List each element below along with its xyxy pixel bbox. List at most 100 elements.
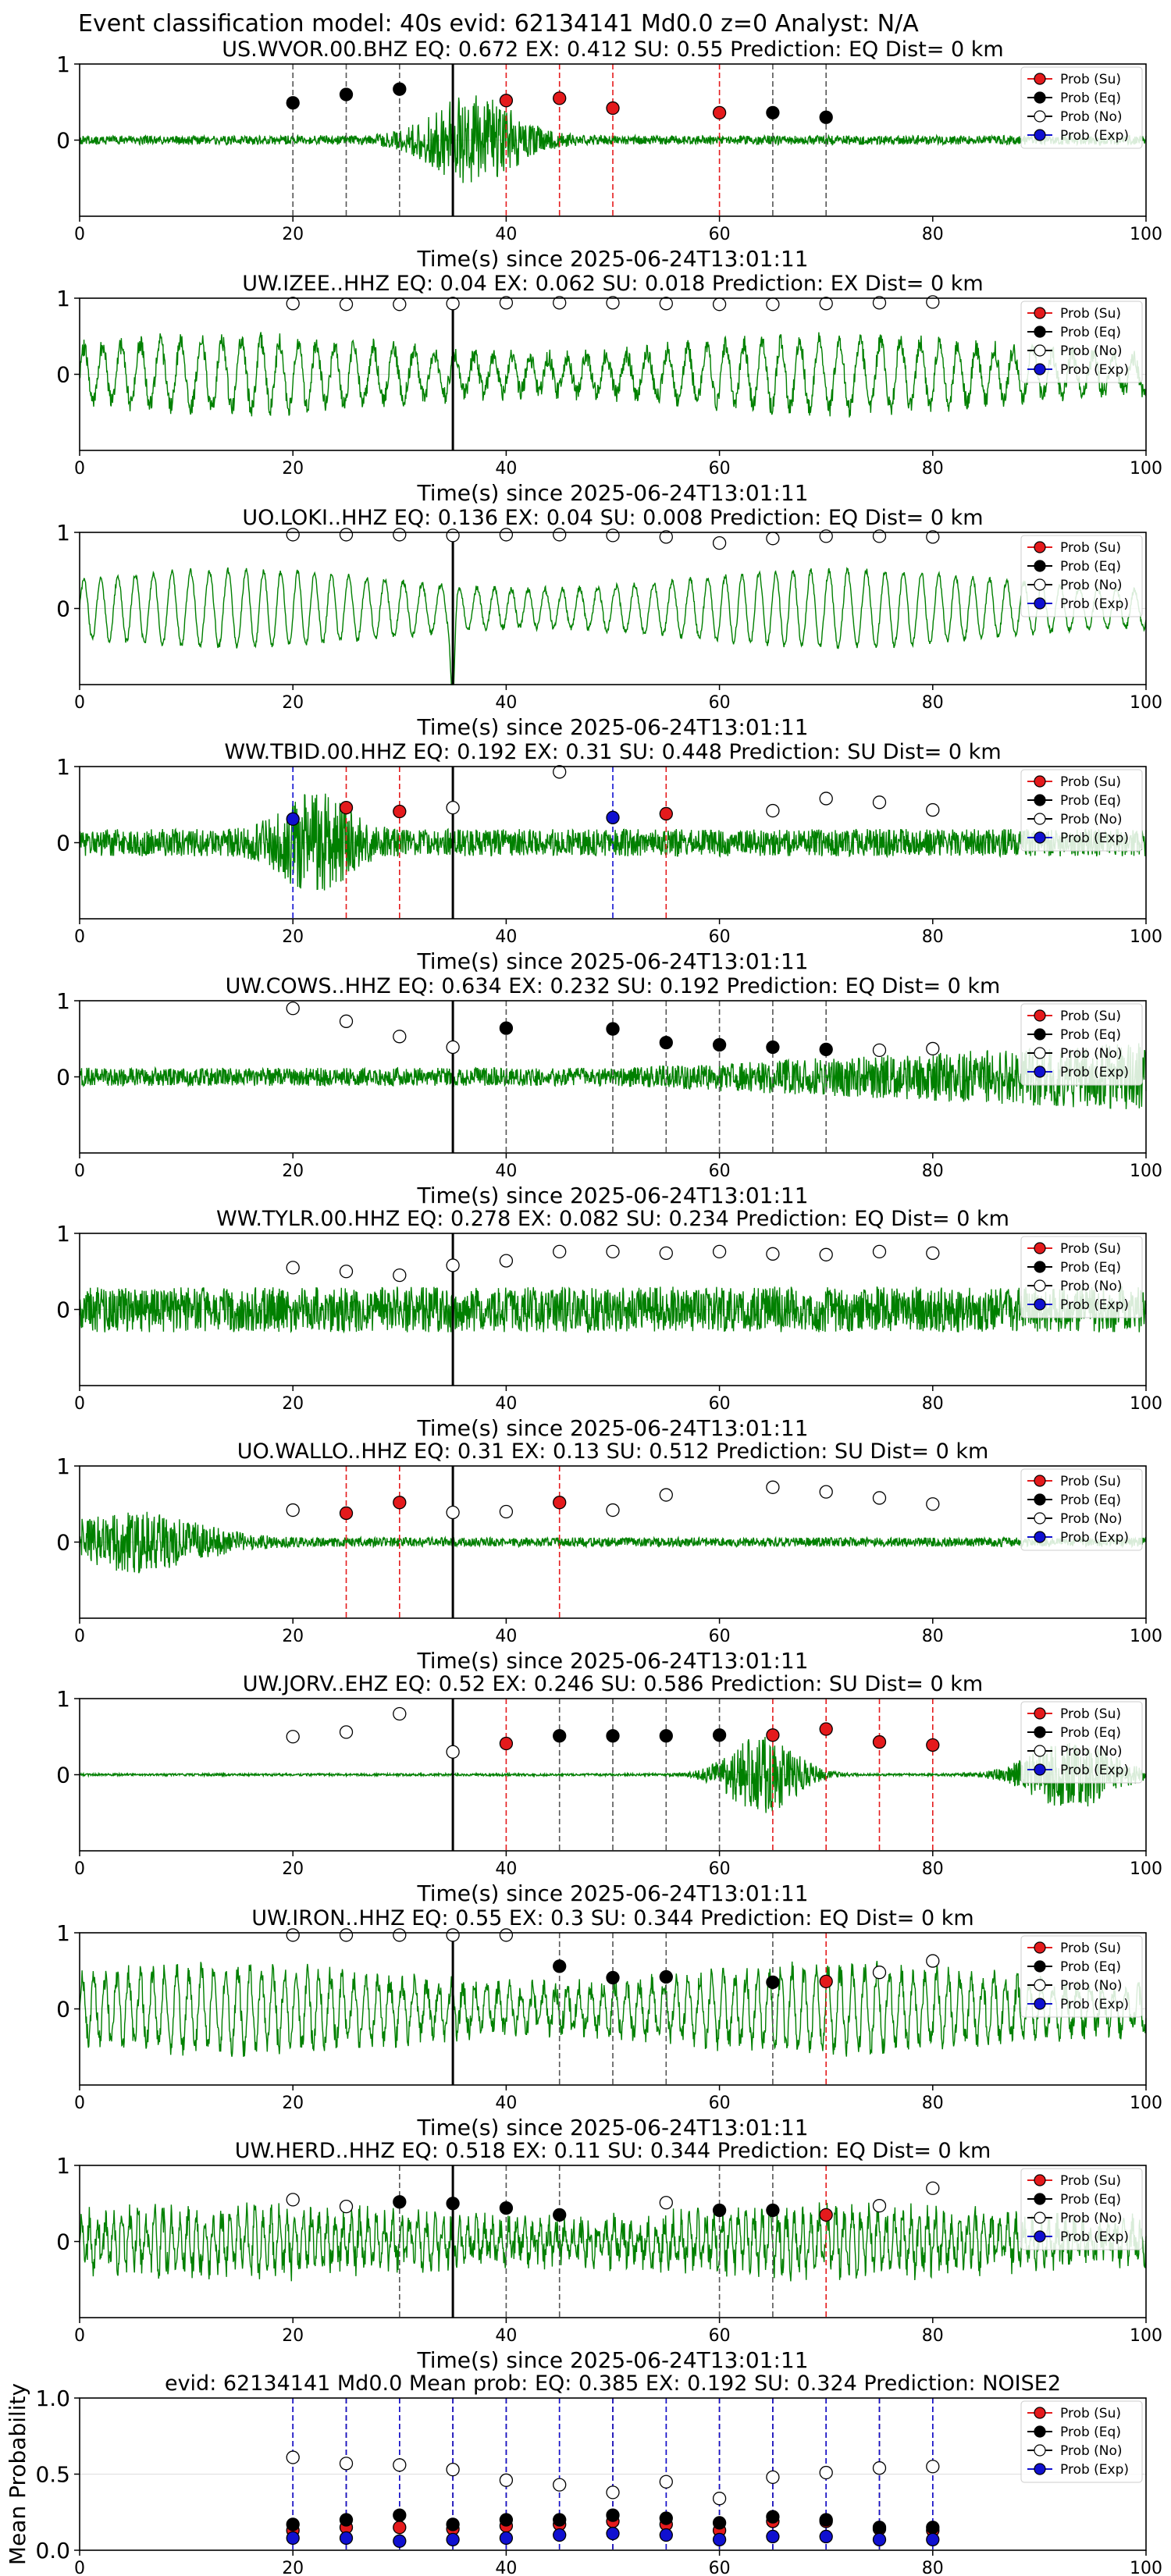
prob-point-no [659, 2196, 673, 2210]
x-tick-label: 80 [922, 1627, 944, 1646]
y-tick-label: 1 [56, 1686, 70, 1712]
waveform-trace [79, 1511, 1147, 1574]
prob-point-no [606, 1503, 620, 1517]
legend-marker-exp [1034, 129, 1046, 141]
y-axis-label: Mean Probability [5, 2383, 30, 2565]
legend-box [1020, 301, 1143, 383]
x-tick-label: 0 [74, 1859, 85, 1879]
legend: Prob (Su) Prob (Eq) Prob (No) Prob (Exp) [1020, 1935, 1143, 2018]
prob-point-no [766, 1247, 780, 1261]
prob-point-eq [872, 2521, 887, 2535]
legend-box [1020, 1003, 1143, 1086]
x-tick-label: 60 [709, 225, 731, 244]
prob-point-no [872, 1966, 887, 1980]
legend-marker-no [1034, 1279, 1046, 1292]
prob-point-no [553, 296, 567, 310]
prob-point-no [819, 1485, 833, 1499]
x-tick-label: 0 [74, 693, 85, 713]
prob-point-su [712, 105, 727, 120]
legend-label: Prob (No) [1060, 2443, 1123, 2459]
legend: Prob (Su) Prob (Eq) Prob (No) Prob (Exp) [1020, 301, 1143, 383]
prob-point-no [499, 1504, 514, 1519]
waveform-trace [79, 1286, 1147, 1334]
legend-marker-eq [1034, 1960, 1046, 1973]
panel-title: UO.WALLO..HHZ EQ: 0.31 EX: 0.13 SU: 0.51… [237, 1439, 989, 1464]
prob-point-no [499, 528, 514, 542]
prob-point-no [712, 1244, 727, 1259]
prob-point-no [606, 296, 620, 310]
legend-marker-no [1034, 2211, 1046, 2224]
x-axis-label: Time(s) since 2025-06-24T13:01:11 [416, 1415, 808, 1441]
y-tick-label: 0 [56, 1530, 70, 1556]
x-tick-label: 60 [709, 1162, 731, 1181]
prob-point-no [286, 297, 300, 311]
legend-marker-exp [1034, 831, 1046, 844]
legend-marker-eq [1034, 794, 1046, 806]
x-tick-label: 80 [922, 927, 944, 947]
prob-point-no [872, 795, 887, 809]
y-tick-label: 0 [56, 2229, 70, 2255]
x-tick-label: 20 [282, 2326, 304, 2346]
prob-point-no [286, 2450, 300, 2464]
x-axis-label: Time(s) since 2025-06-24T13:01:11 [416, 1183, 808, 1208]
legend-label: Prob (Eq) [1060, 1027, 1121, 1043]
prob-point-no [872, 296, 887, 310]
legend-label: Prob (Exp) [1060, 2229, 1129, 2245]
x-tick-label: 0 [74, 1162, 85, 1181]
legend-marker-eq [1034, 2193, 1046, 2205]
prob-point-no [659, 297, 673, 311]
x-tick-label: 20 [282, 693, 304, 713]
prob-point-eq [766, 2203, 780, 2218]
y-tick-label: 1 [56, 52, 70, 77]
legend-marker-exp [1034, 1998, 1046, 2010]
legend-marker-no [1034, 1512, 1046, 1525]
prob-point-su [926, 1738, 940, 1752]
x-tick-label: 40 [495, 459, 517, 479]
legend-label: Prob (Eq) [1060, 1959, 1121, 1975]
prob-point-no [446, 528, 460, 543]
x-tick-label: 20 [282, 459, 304, 479]
legend-label: Prob (Exp) [1060, 1763, 1129, 1778]
panel-5: UW.COWS..HHZ EQ: 0.634 EX: 0.232 SU: 0.1… [56, 974, 1162, 1208]
prob-point-no [819, 1247, 833, 1261]
prob-point-eq [446, 2197, 460, 2211]
panel-9: UW.IRON..HHZ EQ: 0.55 EX: 0.3 SU: 0.344 … [56, 1906, 1162, 2140]
prob-point-no [712, 536, 727, 550]
legend-label: Prob (Exp) [1060, 1530, 1129, 1546]
prob-point-eq [606, 2508, 620, 2522]
x-axis-label: Time(s) since 2025-06-24T13:01:11 [416, 1648, 808, 1674]
legend-label: Prob (No) [1060, 1279, 1123, 1294]
prob-point-no [393, 528, 407, 542]
x-tick-label: 80 [922, 1859, 944, 1879]
x-tick-label: 20 [282, 1162, 304, 1181]
legend-marker-exp [1034, 1066, 1046, 1078]
panel-6: WW.TYLR.00.HHZ EQ: 0.278 EX: 0.082 SU: 0… [56, 1207, 1162, 1441]
y-tick-label: 1 [56, 988, 70, 1014]
y-tick-label: 1 [56, 754, 70, 780]
prob-point-su [766, 1728, 780, 1742]
x-tick-label: 40 [495, 1394, 517, 1414]
x-tick-label: 40 [495, 693, 517, 713]
prob-point-eq [819, 2513, 833, 2527]
y-tick-label: 0 [56, 1997, 70, 2023]
x-axis-label: Time(s) since 2025-06-24T13:01:11 [416, 246, 808, 272]
y-tick-label: 0 [56, 362, 70, 388]
legend-label: Prob (Su) [1060, 540, 1121, 556]
x-tick-label: 20 [282, 225, 304, 244]
legend-marker-su [1034, 1475, 1046, 1487]
panel-title: UW.COWS..HHZ EQ: 0.634 EX: 0.232 SU: 0.1… [226, 974, 1001, 998]
legend-label: Prob (No) [1060, 109, 1123, 125]
legend-label: Prob (Su) [1060, 1706, 1121, 1722]
legend-marker-su [1034, 2407, 1046, 2419]
legend-marker-no [1034, 813, 1046, 825]
panel-title: UO.LOKI..HHZ EQ: 0.136 EX: 0.04 SU: 0.00… [242, 506, 983, 530]
legend-box [1020, 1701, 1143, 1784]
prob-point-eq [339, 87, 354, 101]
prob-point-no [872, 1043, 887, 1058]
legend-label: Prob (Su) [1060, 72, 1121, 87]
prob-point-no [926, 1041, 940, 1056]
x-tick-label: 80 [922, 225, 944, 244]
legend-marker-su [1034, 307, 1046, 319]
panel-1: US.WVOR.00.BHZ EQ: 0.672 EX: 0.412 SU: 0… [56, 37, 1162, 272]
prob-point-no [872, 2461, 887, 2475]
